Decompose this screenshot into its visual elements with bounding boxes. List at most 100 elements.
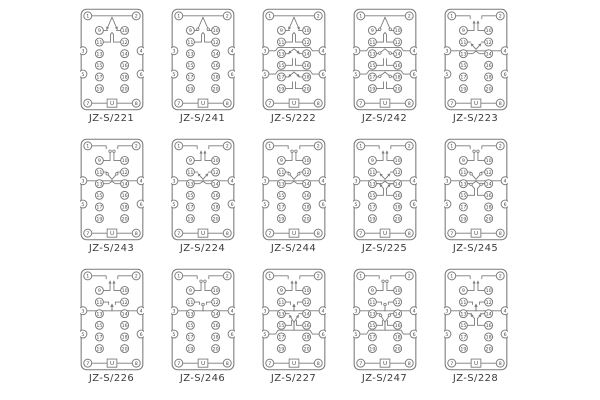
terminal-number: 18 (121, 75, 127, 81)
terminal-18 (119, 202, 129, 212)
terminal-number: 11 (369, 40, 375, 46)
terminal-number: 20 (394, 346, 400, 352)
contact-symbol-co (293, 313, 319, 335)
contact-symbol-co (384, 46, 410, 66)
terminal-number: 11 (187, 170, 193, 176)
terminal-15 (276, 60, 286, 70)
terminal-number: 2 (407, 144, 410, 150)
terminal-13 (276, 309, 286, 319)
relay-body-outline (80, 8, 143, 111)
terminal-2 (495, 271, 505, 281)
terminal-19 (94, 84, 104, 94)
terminal-20 (301, 214, 311, 224)
terminal-number: 15 (369, 323, 375, 329)
terminal-1 (82, 141, 92, 151)
terminal-number: 10 (121, 288, 127, 294)
terminal-15 (94, 190, 104, 200)
terminal-number: 19 (278, 86, 284, 92)
terminal-5 (443, 69, 451, 79)
terminal-number: 6 (230, 202, 233, 208)
terminal-5 (261, 69, 269, 79)
terminal-number: 12 (212, 300, 218, 306)
terminal-3 (443, 306, 451, 316)
terminal-number: 9 (370, 158, 373, 164)
terminal-11 (94, 167, 104, 177)
terminal-number: 14 (303, 181, 309, 187)
terminal-number: 3 (445, 309, 448, 315)
terminal-number: 20 (212, 216, 218, 222)
terminal-1 (446, 271, 456, 281)
contact-symbol-co (359, 46, 385, 66)
terminal-number: 12 (212, 170, 218, 176)
terminal-number: 11 (460, 300, 466, 306)
terminal-number: 5 (445, 332, 448, 338)
terminal-7 (264, 228, 274, 238)
terminal-17 (276, 202, 286, 212)
terminal-number: 7 (450, 101, 453, 107)
terminal-4 (227, 46, 235, 56)
terminal-number: 5 (263, 72, 266, 78)
terminal-number: 18 (394, 335, 400, 341)
contact-symbol-top (181, 275, 203, 291)
terminal-number: 15 (460, 323, 466, 329)
terminal-2 (404, 271, 414, 281)
terminal-5 (443, 199, 451, 209)
terminal-number: 1 (359, 144, 362, 150)
terminal-number: 13 (278, 311, 284, 317)
contact-symbol-top (202, 275, 224, 291)
terminal-number: 6 (230, 72, 233, 78)
terminal-12 (392, 167, 402, 177)
diagram-label: JZ-S/245 (452, 243, 499, 254)
terminal-number: 16 (121, 63, 127, 69)
terminal-7 (355, 228, 365, 238)
terminal-19 (458, 214, 468, 224)
terminal-13 (94, 309, 104, 319)
terminal-5 (352, 329, 360, 339)
terminal-7 (173, 228, 183, 238)
terminal-8 (313, 228, 323, 238)
terminal-number: 18 (485, 335, 491, 341)
terminal-number: 12 (121, 170, 127, 176)
terminal-number: 7 (359, 101, 362, 107)
terminal-number: 2 (134, 14, 137, 20)
terminal-17 (458, 332, 468, 342)
terminal-number: 13 (460, 311, 466, 317)
relay-diagram-card: U 1 2 3 4 5 6 7 8 9 10 11 12 13 14 15 16 17 18 19 20 JZ-S/222 (248, 8, 339, 138)
terminal-number: 7 (359, 361, 362, 367)
terminal-number: 7 (177, 101, 180, 107)
terminal-number: 7 (268, 231, 271, 237)
contact-symbol-top (384, 145, 406, 161)
terminal-number: 8 (225, 361, 228, 367)
terminal-18 (483, 332, 493, 342)
terminal-number: 12 (394, 170, 400, 176)
terminal-number: 10 (485, 158, 491, 164)
terminal-number: 12 (485, 170, 491, 176)
terminal-number: 13 (278, 181, 284, 187)
terminal-20 (483, 214, 493, 224)
terminal-12 (483, 37, 493, 47)
terminal-number: 19 (187, 86, 193, 92)
terminal-18 (392, 332, 402, 342)
terminal-19 (94, 344, 104, 354)
terminal-3 (79, 306, 87, 316)
terminal-6 (318, 329, 326, 339)
terminal-number: 19 (187, 346, 193, 352)
diagram-label: JZ-S/241 (179, 113, 226, 124)
terminal-12 (301, 37, 311, 47)
terminal-number: 14 (303, 51, 309, 57)
terminal-number: 4 (321, 309, 324, 315)
terminal-3 (79, 176, 87, 186)
coil-box (379, 228, 390, 238)
terminal-number: 8 (134, 361, 137, 367)
terminal-1 (355, 11, 365, 21)
terminal-1 (264, 271, 274, 281)
terminal-number: 3 (172, 309, 175, 315)
terminal-number: 13 (187, 51, 193, 57)
terminal-number: 16 (303, 63, 309, 69)
terminal-13 (458, 49, 468, 59)
terminal-number: 15 (187, 193, 193, 199)
terminal-number: 13 (460, 181, 466, 187)
